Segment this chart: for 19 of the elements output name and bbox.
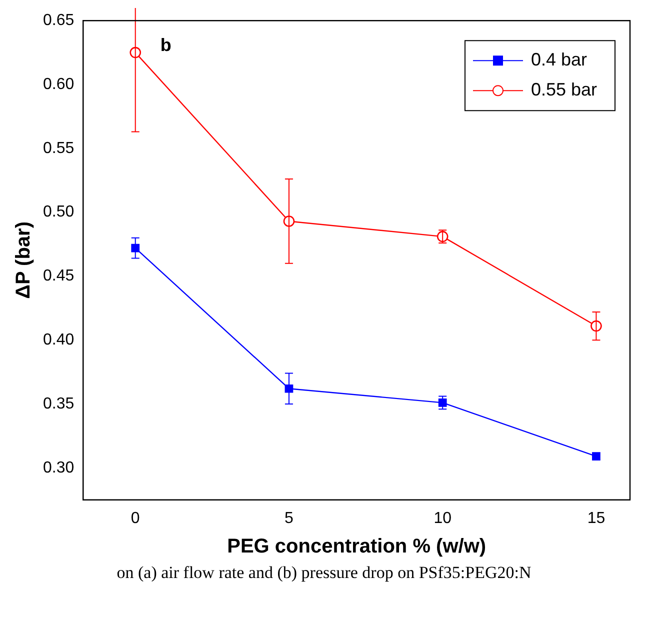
y-tick-label: 0.45 <box>43 268 74 285</box>
y-tick-label: 0.30 <box>43 459 74 476</box>
x-tick-label: 15 <box>587 510 606 527</box>
x-tick-label: 10 <box>434 510 452 527</box>
y-tick-label: 0.60 <box>43 76 74 93</box>
text: on (a) air flow rate and (b) pressure drop on PSf35:PEG20:N <box>116 563 532 583</box>
point <box>592 452 600 461</box>
x-axis-title: PEG concentration % (w/w) <box>227 536 486 558</box>
annotation: b <box>160 35 172 56</box>
legend-label: 0.55 bar <box>531 80 598 100</box>
y-tick-label: 0.35 <box>43 395 74 412</box>
y-tick-label: 0.40 <box>43 331 74 348</box>
y-axis-title: ΔP (bar) <box>12 222 35 299</box>
x-tick-label: 0 <box>130 510 140 527</box>
y-tick-label: 0.65 <box>43 12 74 30</box>
y-tick-label: 0.55 <box>43 140 74 157</box>
legend-label: 0.4 bar <box>531 50 588 70</box>
y-tick-label: 0.50 <box>43 204 74 221</box>
x-tick-label: 5 <box>284 510 294 527</box>
